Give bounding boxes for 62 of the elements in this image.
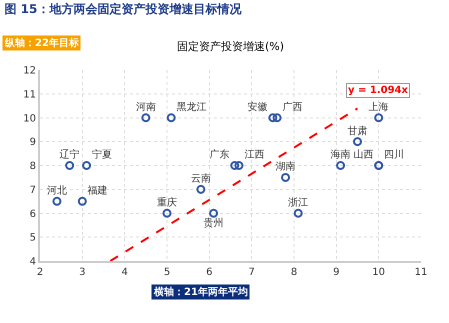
chart-subtitle: 固定资产投资增速(%) [177,40,284,53]
y-tick-label: 9 [30,137,36,148]
point [209,208,218,218]
data-label: 甘肃 [348,124,368,137]
data-label: 辽宁 [60,148,80,161]
y-tick-label: 5 [30,232,36,244]
data-label: 上海 [368,100,389,113]
y-tick-label: 12 [23,66,36,76]
chart-title: 图 15：地方两会固定资产投资增速目标情况 [4,2,242,16]
point [141,113,150,122]
x-tick-label: 3 [79,267,86,278]
data-label: 湖南 [276,160,296,173]
data-label: 安徽 [247,100,268,113]
data-label: 云南 [190,172,211,185]
x-axis-title: 横轴：21年两年平均 [153,286,248,298]
point [82,161,92,170]
point [281,172,290,182]
y-tick-label: 4 [30,256,36,268]
point [294,208,303,218]
x-tick-label: 10 [372,267,386,278]
data-label: 山西 [353,148,374,161]
x-tick-label: 6 [206,267,213,278]
y-tick-label: 7 [30,184,36,196]
data-label: 河南 [136,100,156,113]
data-label: 宁夏 [92,148,112,161]
data-label: 重庆 [157,196,177,208]
x-tick-label: 11 [414,267,428,278]
data-label: 黑龙江 [176,100,207,113]
point [162,208,172,218]
data-label: 海南 [330,148,351,161]
point [166,113,176,122]
point [268,113,278,122]
x-tick-label: 8 [290,267,298,278]
point [65,161,74,170]
y-tick-label: 8 [30,161,36,172]
data-label: 广西 [282,100,302,113]
x-tick-label: 5 [164,267,170,278]
point [336,161,346,170]
y-axis-title: 纵轴：22年目标 [4,37,79,49]
y-tick-label: 6 [30,208,36,220]
annotation: y = 1.094x [348,85,408,96]
data-label: 福建 [88,184,108,196]
data-label: 河北 [46,184,67,196]
point [272,113,282,122]
y-tick-label: 10 [23,113,36,124]
x-tick-label: 2 [36,267,44,278]
x-tick-label: 7 [248,267,255,278]
data-label: 浙江 [288,196,308,208]
data-label: 贵州 [204,217,224,230]
point [234,161,244,170]
x-tick-label: 9 [333,267,340,278]
point [52,196,62,206]
point [230,161,240,170]
x-tick-label: 4 [121,267,128,278]
point [374,113,384,122]
point [353,137,362,146]
y-tick-label: 11 [23,89,36,100]
data-label: 广东 [209,148,230,161]
point [78,196,87,206]
data-label: 四川 [384,148,404,161]
point [196,184,206,194]
data-label: 江西 [244,148,264,161]
